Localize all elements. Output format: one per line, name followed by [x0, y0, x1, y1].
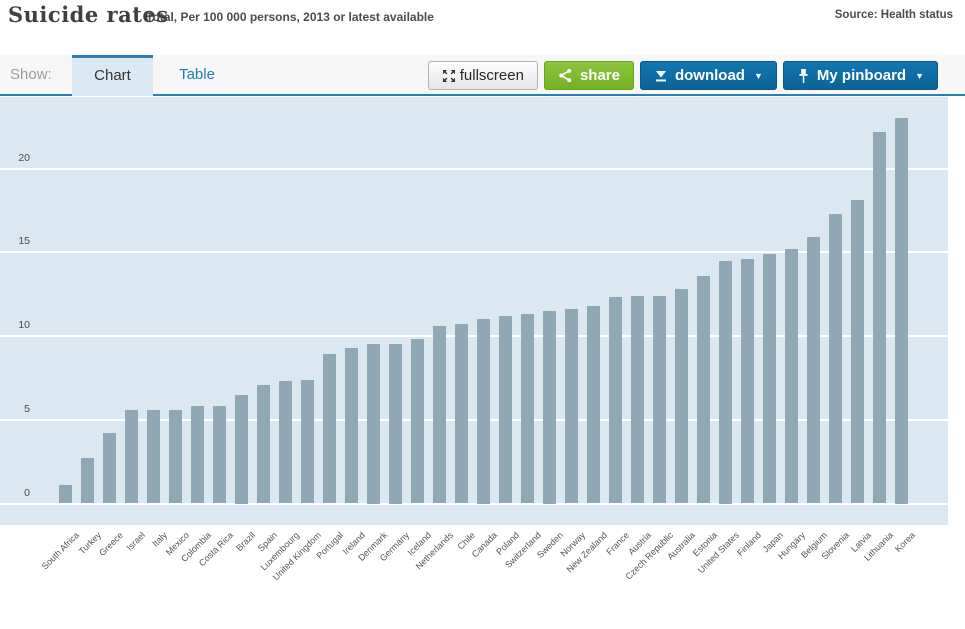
- fullscreen-icon: [442, 69, 456, 83]
- bar[interactable]: [256, 384, 270, 504]
- bar[interactable]: [498, 315, 512, 504]
- bar[interactable]: [564, 309, 578, 504]
- tab-table[interactable]: Table: [179, 66, 215, 83]
- bar[interactable]: [168, 409, 182, 504]
- bar[interactable]: [762, 253, 776, 504]
- bar-chart: 0 5 10 15 20 South Africa Turkey Greece Israel It…: [0, 97, 965, 583]
- download-button[interactable]: download ▼: [639, 61, 777, 90]
- bar[interactable]: [872, 131, 886, 504]
- bar[interactable]: [300, 379, 314, 504]
- bar[interactable]: [58, 485, 72, 504]
- bar[interactable]: [366, 344, 380, 504]
- bar[interactable]: [894, 118, 908, 504]
- y-axis-label: 15: [18, 235, 30, 248]
- bar[interactable]: [630, 295, 644, 504]
- bar[interactable]: [608, 297, 622, 504]
- bar[interactable]: [718, 260, 732, 504]
- toolbar-divider: [0, 94, 965, 96]
- toolbar: Show: Chart Table fullscreen: [0, 55, 965, 96]
- bar[interactable]: [828, 213, 842, 504]
- bar[interactable]: [410, 339, 424, 504]
- y-axis-label: 0: [24, 486, 30, 499]
- fullscreen-button[interactable]: fullscreen: [427, 61, 538, 90]
- bar[interactable]: [278, 381, 292, 504]
- bar[interactable]: [652, 295, 666, 504]
- bar[interactable]: [146, 409, 160, 504]
- pinboard-label: My pinboard: [816, 67, 907, 84]
- bar[interactable]: [80, 458, 94, 504]
- source-label: Source: Health status: [834, 9, 953, 21]
- bar[interactable]: [806, 237, 820, 504]
- bar[interactable]: [102, 433, 116, 504]
- bar[interactable]: [212, 406, 226, 504]
- bar[interactable]: [542, 310, 556, 504]
- bar[interactable]: [520, 314, 534, 504]
- y-axis-label: 10: [18, 319, 30, 331]
- bar[interactable]: [124, 409, 138, 504]
- page-header: Suicide rates Total, Per 100 000 persons…: [0, 0, 965, 55]
- gridline: [0, 251, 948, 254]
- bar[interactable]: [696, 275, 710, 504]
- pin-icon: [797, 68, 810, 84]
- bar[interactable]: [740, 258, 754, 504]
- bar[interactable]: [344, 347, 358, 504]
- gridline: [0, 502, 948, 505]
- bar[interactable]: [454, 324, 468, 504]
- pinboard-button[interactable]: My pinboard ▼: [782, 61, 938, 90]
- share-button[interactable]: share: [543, 61, 634, 90]
- download-icon: [654, 69, 668, 83]
- page-title: Suicide rates: [8, 2, 169, 27]
- bar[interactable]: [190, 406, 204, 504]
- bar[interactable]: [322, 354, 336, 504]
- bar[interactable]: [432, 325, 446, 504]
- share-icon: [558, 68, 573, 83]
- tab-chart[interactable]: Chart: [72, 55, 153, 96]
- show-label: Show:: [10, 66, 52, 83]
- bar[interactable]: [784, 248, 798, 504]
- bar[interactable]: [850, 200, 864, 504]
- fullscreen-label: fullscreen: [459, 67, 524, 84]
- bar[interactable]: [388, 344, 402, 504]
- bar[interactable]: [674, 289, 688, 504]
- y-axis-label: 20: [18, 151, 30, 164]
- download-label: download: [674, 67, 745, 84]
- chart-subtitle: Total, Per 100 000 persons, 2013 or late…: [146, 10, 434, 24]
- bar[interactable]: [586, 305, 600, 504]
- caret-down-icon: ▼: [753, 70, 763, 81]
- bar[interactable]: [234, 394, 248, 504]
- bar[interactable]: [476, 319, 490, 504]
- share-label: share: [579, 67, 620, 84]
- caret-down-icon: ▼: [915, 70, 924, 81]
- gridline: [0, 418, 948, 421]
- gridline: [0, 167, 948, 170]
- y-axis-label: 5: [24, 402, 30, 415]
- gridline: [0, 335, 948, 337]
